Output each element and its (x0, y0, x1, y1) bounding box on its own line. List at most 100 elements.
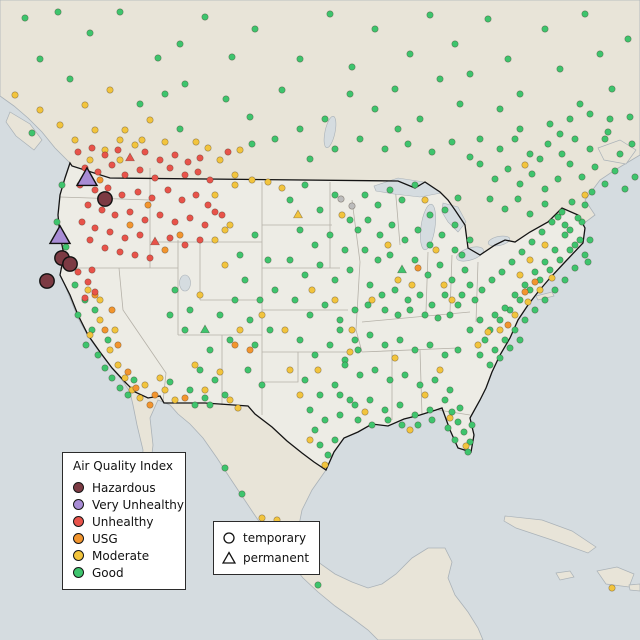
station-dot[interactable] (171, 218, 179, 226)
station-dot[interactable] (121, 234, 129, 242)
featured-station-marker[interactable] (97, 191, 113, 207)
station-dot[interactable] (368, 421, 376, 429)
station-dot[interactable] (501, 304, 509, 312)
station-dot[interactable] (456, 404, 464, 412)
station-dot[interactable] (426, 241, 434, 249)
station-dot[interactable] (364, 301, 372, 309)
station-dot[interactable] (82, 341, 90, 349)
station-dot[interactable] (491, 175, 499, 183)
station-dot[interactable] (451, 246, 459, 254)
station-dot[interactable] (336, 326, 344, 334)
station-dot[interactable] (526, 210, 534, 218)
station-dot[interactable] (384, 416, 392, 424)
station-dot[interactable] (176, 40, 184, 48)
station-dot[interactable] (101, 326, 109, 334)
station-dot[interactable] (366, 331, 374, 339)
station-dot[interactable] (86, 29, 94, 37)
station-dot[interactable] (101, 244, 109, 252)
station-dot[interactable] (428, 301, 436, 309)
station-dot[interactable] (460, 428, 468, 436)
station-dot[interactable] (336, 411, 344, 419)
station-dot[interactable] (226, 336, 234, 344)
station-dot[interactable] (278, 86, 286, 94)
station-dot[interactable] (201, 386, 209, 394)
station-dot[interactable] (421, 391, 429, 399)
station-dot[interactable] (201, 221, 209, 229)
station-dot[interactable] (438, 231, 446, 239)
station-dot[interactable] (406, 50, 414, 58)
station-dot[interactable] (306, 311, 314, 319)
station-dot[interactable] (326, 10, 334, 18)
station-dot[interactable] (514, 195, 522, 203)
station-dot[interactable] (296, 336, 304, 344)
station-dot[interactable] (516, 296, 524, 304)
station-dot[interactable] (491, 346, 499, 354)
station-dot[interactable] (424, 271, 432, 279)
station-dot[interactable] (286, 256, 294, 264)
station-dot[interactable] (541, 241, 549, 249)
station-dot[interactable] (116, 248, 124, 256)
station-dot[interactable] (186, 386, 194, 394)
station-dot[interactable] (554, 175, 562, 183)
station-dot[interactable] (321, 416, 329, 424)
station-dot[interactable] (211, 208, 219, 216)
station-dot[interactable] (521, 316, 529, 324)
station-dot[interactable] (351, 306, 359, 314)
station-dot[interactable] (626, 113, 634, 121)
station-dot[interactable] (531, 268, 539, 276)
station-dot[interactable] (331, 296, 339, 304)
station-dot[interactable] (436, 75, 444, 83)
station-dot[interactable] (354, 416, 362, 424)
station-dot[interactable] (271, 286, 279, 294)
station-dot[interactable] (211, 236, 219, 244)
station-dot[interactable] (371, 25, 379, 33)
station-dot[interactable] (121, 171, 129, 179)
station-dot[interactable] (466, 438, 474, 446)
station-dot[interactable] (414, 226, 422, 234)
station-dot[interactable] (331, 191, 339, 199)
station-dot[interactable] (84, 286, 92, 294)
station-dot[interactable] (561, 276, 569, 284)
station-dot[interactable] (604, 128, 612, 136)
station-dot[interactable] (132, 384, 140, 392)
station-dot[interactable] (196, 366, 204, 374)
station-dot[interactable] (421, 196, 429, 204)
station-dot[interactable] (374, 256, 382, 264)
station-dot[interactable] (566, 115, 574, 123)
station-dot[interactable] (476, 316, 484, 324)
station-dot[interactable] (466, 236, 474, 244)
station-dot[interactable] (166, 164, 174, 172)
station-dot[interactable] (264, 256, 272, 264)
station-dot[interactable] (251, 231, 259, 239)
station-dot[interactable] (62, 243, 70, 251)
station-dot[interactable] (518, 248, 526, 256)
station-dot[interactable] (192, 191, 200, 199)
station-dot[interactable] (464, 448, 472, 456)
station-dot[interactable] (224, 148, 232, 156)
station-dot[interactable] (511, 135, 519, 143)
station-dot[interactable] (226, 221, 234, 229)
station-dot[interactable] (146, 254, 154, 262)
station-dot[interactable] (411, 411, 419, 419)
station-dot[interactable] (91, 126, 99, 134)
station-dot[interactable] (222, 95, 230, 103)
station-dot[interactable] (591, 163, 599, 171)
station-dot[interactable] (428, 148, 436, 156)
station-dot[interactable] (526, 150, 534, 158)
station-dot[interactable] (181, 80, 189, 88)
station-dot[interactable] (331, 381, 339, 389)
station-dot[interactable] (488, 276, 496, 284)
station-dot[interactable] (404, 140, 412, 148)
station-dot[interactable] (221, 464, 229, 472)
station-dot[interactable] (211, 376, 219, 384)
station-dot[interactable] (114, 361, 122, 369)
station-dot[interactable] (366, 281, 374, 289)
station-dot[interactable] (301, 271, 309, 279)
station-dot[interactable] (286, 196, 294, 204)
station-dot[interactable] (561, 221, 569, 229)
station-dot[interactable] (216, 311, 224, 319)
station-dot[interactable] (541, 185, 549, 193)
station-dot[interactable] (126, 208, 134, 216)
station-dot[interactable] (451, 221, 459, 229)
station-dot[interactable] (94, 168, 102, 176)
